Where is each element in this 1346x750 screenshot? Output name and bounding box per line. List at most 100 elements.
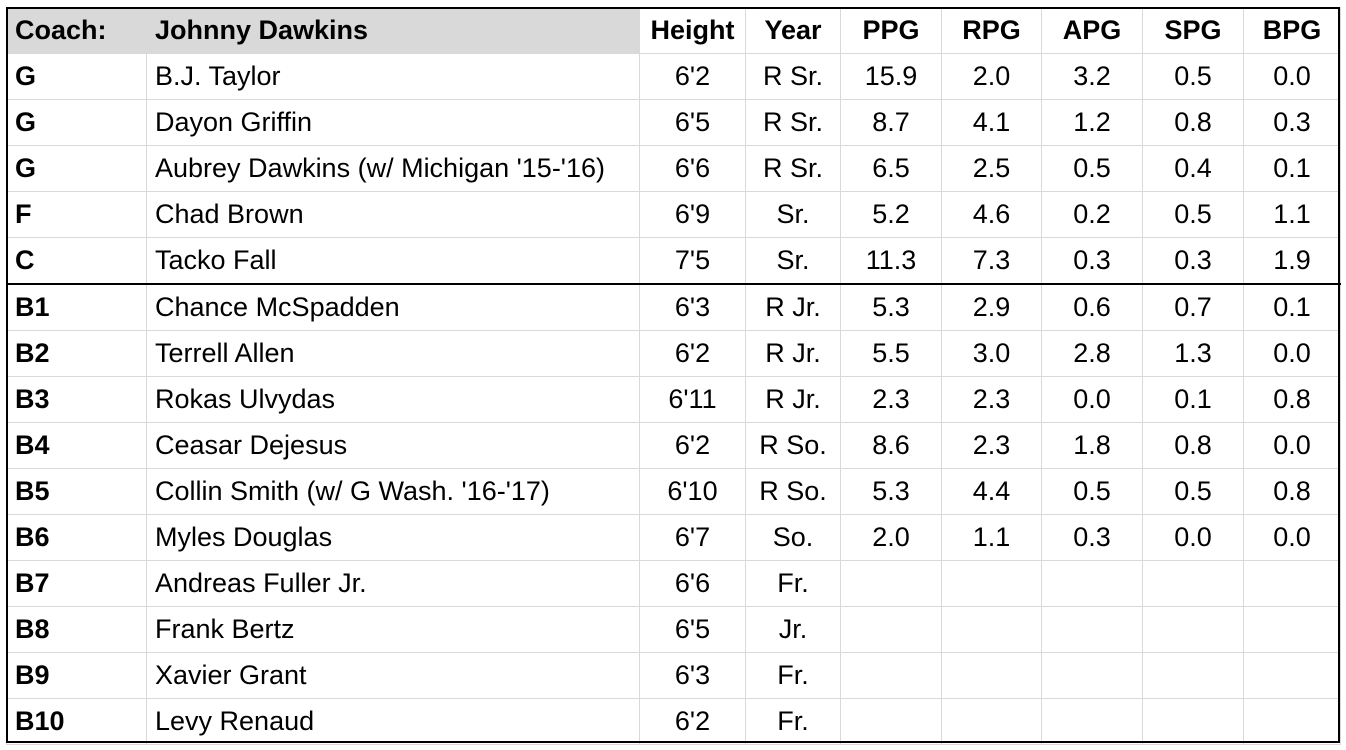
spg-cell[interactable]: 1.3 (1142, 330, 1244, 377)
rpg-cell[interactable]: 1.1 (941, 514, 1042, 561)
position-cell[interactable]: G (6, 145, 147, 192)
spg-cell[interactable]: 0.8 (1142, 99, 1244, 146)
bpg-cell[interactable]: 0.0 (1243, 53, 1341, 100)
height-cell[interactable]: 6'9 (639, 191, 746, 238)
height-cell[interactable]: 7'5 (639, 237, 746, 285)
player-name-cell[interactable]: Chance McSpadden (146, 283, 640, 331)
column-header-spg[interactable]: SPG (1142, 7, 1244, 54)
rpg-cell[interactable]: 2.0 (941, 53, 1042, 100)
column-header-apg[interactable]: APG (1041, 7, 1143, 54)
height-cell[interactable]: 6'7 (639, 514, 746, 561)
column-header-ppg[interactable]: PPG (840, 7, 942, 54)
height-cell[interactable]: 6'2 (639, 698, 746, 745)
height-cell[interactable]: 6'2 (639, 53, 746, 100)
height-cell[interactable]: 6'2 (639, 330, 746, 377)
ppg-cell[interactable]: 15.9 (840, 53, 942, 100)
coach-name-cell[interactable]: Johnny Dawkins (146, 7, 640, 54)
spg-cell[interactable] (1142, 606, 1244, 653)
year-cell[interactable]: Fr. (745, 560, 841, 607)
rpg-cell[interactable] (941, 652, 1042, 699)
ppg-cell[interactable]: 5.2 (840, 191, 942, 238)
ppg-cell[interactable]: 8.7 (840, 99, 942, 146)
year-cell[interactable]: R So. (745, 422, 841, 469)
height-cell[interactable]: 6'3 (639, 283, 746, 331)
bpg-cell[interactable]: 1.1 (1243, 191, 1341, 238)
player-name-cell[interactable]: Myles Douglas (146, 514, 640, 561)
position-cell[interactable]: G (6, 99, 147, 146)
apg-cell[interactable]: 1.2 (1041, 99, 1143, 146)
year-cell[interactable]: Fr. (745, 698, 841, 745)
bpg-cell[interactable]: 0.8 (1243, 468, 1341, 515)
height-cell[interactable]: 6'11 (639, 376, 746, 423)
spg-cell[interactable]: 0.8 (1142, 422, 1244, 469)
spg-cell[interactable] (1142, 652, 1244, 699)
year-cell[interactable]: R Sr. (745, 145, 841, 192)
height-cell[interactable]: 6'3 (639, 652, 746, 699)
position-cell[interactable]: B6 (6, 514, 147, 561)
apg-cell[interactable]: 0.5 (1041, 468, 1143, 515)
rpg-cell[interactable]: 4.4 (941, 468, 1042, 515)
spg-cell[interactable]: 0.0 (1142, 514, 1244, 561)
spg-cell[interactable] (1142, 560, 1244, 607)
position-cell[interactable]: B9 (6, 652, 147, 699)
bpg-cell[interactable] (1243, 606, 1341, 653)
height-cell[interactable]: 6'6 (639, 145, 746, 192)
height-cell[interactable]: 6'2 (639, 422, 746, 469)
apg-cell[interactable]: 3.2 (1041, 53, 1143, 100)
apg-cell[interactable]: 0.3 (1041, 514, 1143, 561)
rpg-cell[interactable]: 4.1 (941, 99, 1042, 146)
height-cell[interactable]: 6'5 (639, 606, 746, 653)
ppg-cell[interactable] (840, 698, 942, 745)
player-name-cell[interactable]: Andreas Fuller Jr. (146, 560, 640, 607)
player-name-cell[interactable]: Dayon Griffin (146, 99, 640, 146)
ppg-cell[interactable]: 5.3 (840, 468, 942, 515)
position-cell[interactable]: B3 (6, 376, 147, 423)
apg-cell[interactable]: 0.2 (1041, 191, 1143, 238)
player-name-cell[interactable]: Frank Bertz (146, 606, 640, 653)
apg-cell[interactable]: 0.5 (1041, 145, 1143, 192)
year-cell[interactable]: R Jr. (745, 330, 841, 377)
column-header-bpg[interactable]: BPG (1243, 7, 1341, 54)
year-cell[interactable]: So. (745, 514, 841, 561)
player-name-cell[interactable]: Levy Renaud (146, 698, 640, 745)
rpg-cell[interactable]: 2.3 (941, 422, 1042, 469)
spg-cell[interactable]: 0.5 (1142, 53, 1244, 100)
spg-cell[interactable]: 0.7 (1142, 283, 1244, 331)
year-cell[interactable]: R So. (745, 468, 841, 515)
ppg-cell[interactable]: 6.5 (840, 145, 942, 192)
height-cell[interactable]: 6'6 (639, 560, 746, 607)
ppg-cell[interactable]: 2.0 (840, 514, 942, 561)
rpg-cell[interactable]: 2.5 (941, 145, 1042, 192)
spg-cell[interactable]: 0.4 (1142, 145, 1244, 192)
rpg-cell[interactable]: 2.3 (941, 376, 1042, 423)
player-name-cell[interactable]: Aubrey Dawkins (w/ Michigan '15-'16) (146, 145, 640, 192)
bpg-cell[interactable]: 1.9 (1243, 237, 1341, 285)
spg-cell[interactable] (1142, 698, 1244, 745)
bpg-cell[interactable]: 0.0 (1243, 422, 1341, 469)
apg-cell[interactable] (1041, 652, 1143, 699)
ppg-cell[interactable]: 5.5 (840, 330, 942, 377)
player-name-cell[interactable]: Ceasar Dejesus (146, 422, 640, 469)
position-cell[interactable]: B5 (6, 468, 147, 515)
rpg-cell[interactable] (941, 560, 1042, 607)
apg-cell[interactable] (1041, 698, 1143, 745)
position-cell[interactable]: B7 (6, 560, 147, 607)
apg-cell[interactable]: 2.8 (1041, 330, 1143, 377)
position-cell[interactable]: G (6, 53, 147, 100)
year-cell[interactable]: R Jr. (745, 283, 841, 331)
position-cell[interactable]: B4 (6, 422, 147, 469)
bpg-cell[interactable]: 0.3 (1243, 99, 1341, 146)
column-header-height[interactable]: Height (639, 7, 746, 54)
apg-cell[interactable]: 0.0 (1041, 376, 1143, 423)
column-header-rpg[interactable]: RPG (941, 7, 1042, 54)
ppg-cell[interactable] (840, 606, 942, 653)
spg-cell[interactable]: 0.5 (1142, 468, 1244, 515)
rpg-cell[interactable] (941, 698, 1042, 745)
player-name-cell[interactable]: Rokas Ulvydas (146, 376, 640, 423)
spg-cell[interactable]: 0.1 (1142, 376, 1244, 423)
ppg-cell[interactable]: 2.3 (840, 376, 942, 423)
spg-cell[interactable]: 0.5 (1142, 191, 1244, 238)
apg-cell[interactable] (1041, 606, 1143, 653)
ppg-cell[interactable]: 8.6 (840, 422, 942, 469)
position-cell[interactable]: B2 (6, 330, 147, 377)
